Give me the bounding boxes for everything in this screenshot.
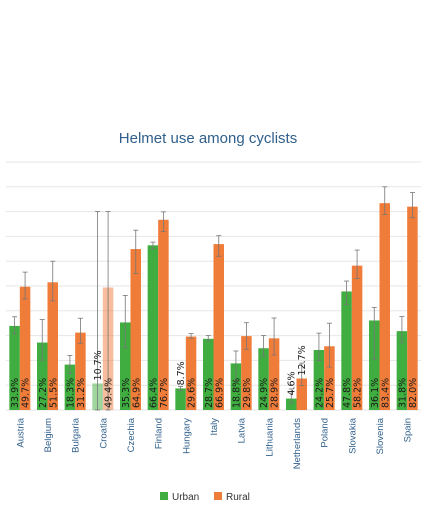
bar-rural-austria xyxy=(19,286,31,410)
category-label: Lithuania xyxy=(264,417,275,456)
category-label: Netherlands xyxy=(292,418,303,469)
category-label: Croatia xyxy=(98,417,109,448)
bar-rural-finland xyxy=(158,219,169,410)
bar-rural-lithuania xyxy=(268,338,280,410)
data-label-urban: 35.3% xyxy=(121,378,132,408)
category-label: Poland xyxy=(320,418,331,448)
bar-rural-italy xyxy=(213,244,224,410)
bar-rural-belgium xyxy=(47,282,58,410)
category-labels: Austria Belgium Bulgaria Croatia Czechia Finl… xyxy=(15,417,413,469)
bar-rural-slovakia xyxy=(351,265,363,410)
data-label-urban: 10.7% xyxy=(93,350,104,380)
data-label-rural: 25.7% xyxy=(325,378,336,408)
category-label: Slovenia xyxy=(375,417,386,454)
data-label-urban: 18.3% xyxy=(65,378,76,408)
data-label-rural: 49.4% xyxy=(104,378,115,408)
data-label-urban: 31.8% xyxy=(397,378,408,408)
bar-urban-poland xyxy=(313,349,325,410)
bar-urban-belgium xyxy=(37,342,48,410)
bar-rural-netherlands xyxy=(296,378,307,410)
data-label-urban: 66.4% xyxy=(148,378,159,408)
legend-label-rural: Rural xyxy=(226,492,250,503)
bar-urban-lithuania xyxy=(258,348,269,410)
category-label: Belgium xyxy=(43,418,54,452)
data-label-rural: 12.7% xyxy=(297,345,308,375)
bar-urban-italy xyxy=(203,338,214,410)
bar-urban-austria xyxy=(9,325,20,410)
data-label-rural: 64.9% xyxy=(131,378,142,408)
bar-rural-latvia xyxy=(241,336,252,410)
bar-urban-hungary xyxy=(175,388,186,410)
category-label: Italy xyxy=(209,418,220,436)
bar-urban-latvia xyxy=(230,363,242,410)
bar-urban-netherlands xyxy=(286,398,297,410)
data-label-rural: 31.2% xyxy=(76,378,87,408)
data-label-urban: 47.8% xyxy=(342,378,353,408)
data-label-rural: 76.7% xyxy=(159,378,170,408)
data-label-urban: 33.9% xyxy=(10,378,21,408)
data-label-urban: 28.7% xyxy=(204,378,215,408)
data-label-rural: 58.2% xyxy=(353,378,364,408)
data-label-rural: 29.6% xyxy=(187,378,198,408)
bar-urban-slovakia xyxy=(341,291,352,410)
error-bars xyxy=(12,186,415,411)
legend-swatch-rural xyxy=(214,492,222,500)
bar-urban-spain xyxy=(396,331,408,410)
data-label-rural: 51.5% xyxy=(48,378,59,408)
bar-urban-finland xyxy=(147,245,159,410)
data-label-urban: 24.9% xyxy=(259,378,270,408)
category-label: Hungary xyxy=(181,418,192,454)
data-label-urban: 36.1% xyxy=(370,378,381,408)
bar-rural-hungary xyxy=(185,336,197,410)
data-label-urban: 8.7% xyxy=(176,361,187,385)
legend-swatch-urban xyxy=(160,492,168,500)
chart-title: Helmet use among cyclists xyxy=(119,130,297,147)
category-label: Austria xyxy=(15,417,26,447)
legend: Urban Rural xyxy=(160,492,250,503)
bar-urban-czechia xyxy=(120,322,131,410)
category-label: Latvia xyxy=(237,417,248,443)
data-labels: 33.9% 49.7% 27.2% 51.5% 18.3% 31.2% 10.7%49.4%… xyxy=(10,345,419,408)
bar-urban-slovenia xyxy=(369,320,380,410)
category-label: Spain xyxy=(403,418,414,442)
bar-rural-bulgaria xyxy=(75,332,86,410)
data-label-rural: 66.9% xyxy=(214,378,225,408)
data-label-rural: 49.7% xyxy=(21,378,32,408)
category-label: Slovakia xyxy=(347,417,358,454)
data-label-urban: 27.2% xyxy=(38,378,49,408)
bar-rural-czechia xyxy=(130,249,141,410)
data-label-rural: 28.9% xyxy=(270,378,281,408)
bar-urban-bulgaria xyxy=(64,364,76,410)
data-label-rural: 83.4% xyxy=(380,378,391,408)
legend-label-urban: Urban xyxy=(172,492,199,503)
category-label: Finland xyxy=(154,418,165,449)
category-label: Bulgaria xyxy=(71,417,82,453)
data-label-rural: 82.0% xyxy=(408,378,419,408)
data-label-urban: 24.2% xyxy=(314,378,325,408)
bar-rural-poland xyxy=(324,346,335,410)
bar-rural-spain xyxy=(407,206,418,410)
bar-rural-slovenia xyxy=(379,203,390,410)
category-label: Czechia xyxy=(126,417,137,452)
data-label-rural: 29.8% xyxy=(242,378,253,408)
data-label-urban: 4.6% xyxy=(287,371,298,395)
data-label-urban: 18.8% xyxy=(231,378,242,408)
